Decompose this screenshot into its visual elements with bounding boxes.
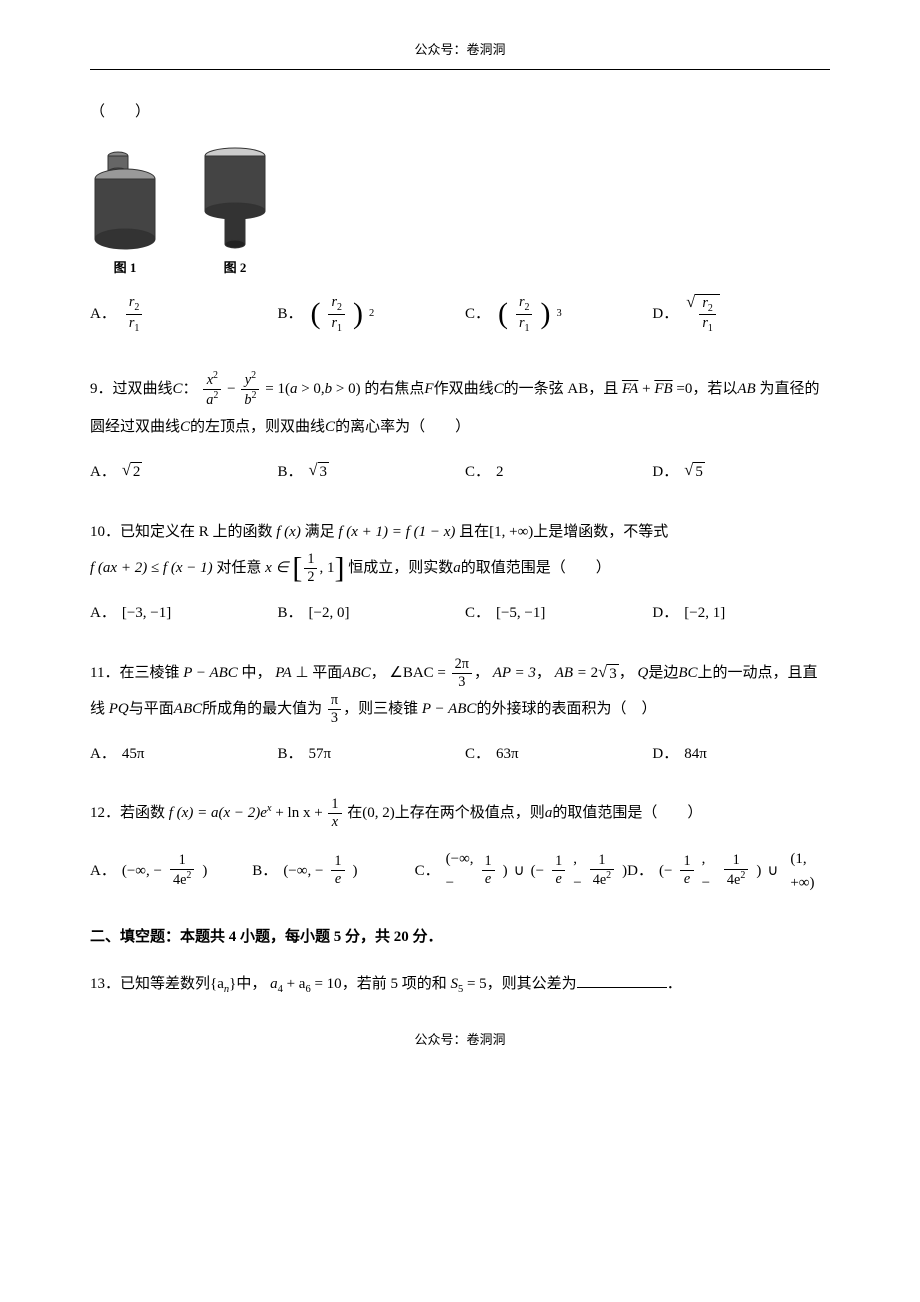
q10-stem: 10．已知定义在 R 上的函数 f (x) 满足 f (x + 1) = f (… xyxy=(90,514,830,586)
fig1-label: 图 1 xyxy=(90,258,160,279)
q8-option-c: C． ( r2 r1 )3 xyxy=(465,294,643,335)
q9-option-d: D．√5 xyxy=(652,460,830,484)
question-continuation: （ ） xyxy=(90,100,830,124)
q11-option-a: A．45π xyxy=(90,742,268,766)
q13-stem: 13．已知等差数列{an}中， a4 + a6 = 10，若前 5 项的和 S5… xyxy=(90,969,830,1000)
footer-text: 公众号：卷洞洞 xyxy=(90,1030,830,1051)
q12-option-a: A． (−∞, −14e2) xyxy=(90,852,252,889)
q11-stem: 11．在三棱锥 P − ABC 中， PA ⊥ 平面ABC， ∠BAC = 2π… xyxy=(90,655,830,727)
q10-option-b: B．[−2, 0] xyxy=(277,601,455,625)
q10-option-c: C．[−5, −1] xyxy=(465,601,643,625)
q9-option-c: C．2 xyxy=(465,460,643,484)
figure-1: 图 1 xyxy=(90,144,160,279)
q9-stem: 9．过双曲线C： x2a2 − y2b2 = 1(a > 0,b > 0) 的右… xyxy=(90,370,830,445)
section-2-title: 二、填空题：本题共 4 小题，每小题 5 分，共 20 分． xyxy=(90,925,830,949)
q10-option-d: D．[−2, 1] xyxy=(652,601,830,625)
q8-option-b: B． ( r2 r1 )2 xyxy=(277,294,455,335)
q12-option-d: D． (−1e, −14e2) ∪ (1, +∞) xyxy=(627,847,830,895)
q8-options: A． r2 r1 B． ( r2 r1 )2 C． ( r2 r1 )3 D． … xyxy=(90,294,830,336)
q9-option-a: A．√2 xyxy=(90,460,268,484)
figure-2: 图 2 xyxy=(200,144,270,279)
q10-option-a: A．[−3, −1] xyxy=(90,601,268,625)
q9-option-b: B．√3 xyxy=(277,460,455,484)
q11-option-c: C．63π xyxy=(465,742,643,766)
q11-option-d: D．84π xyxy=(652,742,830,766)
header-text: 公众号：卷洞洞 xyxy=(90,40,830,70)
q8-option-a: A． r2 r1 xyxy=(90,294,268,335)
q12-option-b: B． (−∞, −1e) xyxy=(252,853,414,888)
figures-row: 图 1 图 2 xyxy=(90,144,830,279)
q12-option-c: C． (−∞, −1e)∪(−1e, −14e2) xyxy=(415,847,628,895)
q10-options: A．[−3, −1] B．[−2, 0] C．[−5, −1] D．[−2, 1… xyxy=(90,601,830,625)
fig2-label: 图 2 xyxy=(200,258,270,279)
q8-option-d: D． √ r2 r1 xyxy=(652,294,830,336)
blank-answer xyxy=(577,987,667,988)
q11-option-b: B．57π xyxy=(277,742,455,766)
q12-stem: 12．若函数 f (x) = a(x − 2)ex + ln x + 1x 在(… xyxy=(90,796,830,831)
q12-options: A． (−∞, −14e2) B． (−∞, −1e) C． (−∞, −1e)… xyxy=(90,847,830,895)
q9-options: A．√2 B．√3 C．2 D．√5 xyxy=(90,460,830,484)
q11-options: A．45π B．57π C．63π D．84π xyxy=(90,742,830,766)
